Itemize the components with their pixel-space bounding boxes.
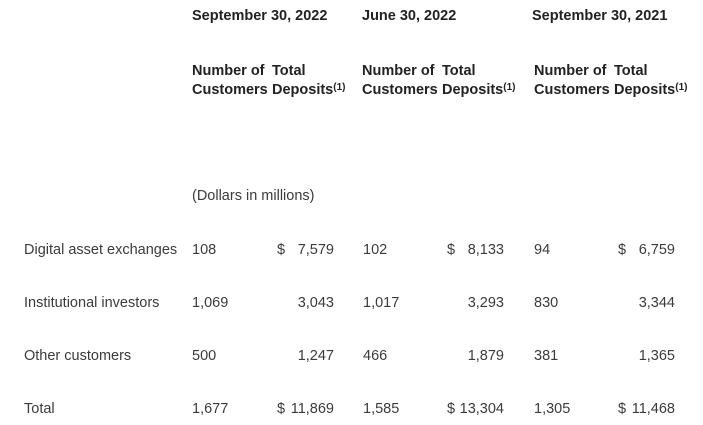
subheader-line: Customers: [534, 82, 610, 98]
deposits-cell: $ 13,304: [447, 400, 504, 418]
customers-value: 1,305: [534, 401, 571, 417]
subheader-total-deposits: Total Deposits(1): [272, 62, 345, 100]
deposits-value: 13,304: [459, 401, 504, 417]
currency-symbol: $: [618, 242, 627, 258]
deposits-cell: 3,344: [618, 294, 675, 312]
footnote-marker: (1): [675, 82, 688, 93]
subheader-line: Total: [272, 63, 306, 79]
deposits-value: 1,247: [297, 348, 334, 364]
subheader-line: Customers: [192, 82, 268, 98]
table-row-total: Total 1,677 $ 11,869 1,585 $ 13,304 1,30…: [0, 400, 703, 418]
deposits-cell: $ 11,869: [277, 400, 334, 418]
customers-value: 381: [534, 348, 559, 364]
column-group-date-jun-2022: June 30, 2022: [362, 8, 457, 24]
subheader-line: Total: [614, 63, 648, 79]
currency-symbol: $: [277, 242, 286, 258]
subheader-number-of-customers: Number of Customers: [534, 62, 610, 100]
deposits-value: 11,869: [290, 401, 334, 417]
customers-value: 1,585: [363, 401, 400, 417]
footnote-marker: (1): [333, 82, 346, 93]
customers-value: 1,677: [192, 401, 229, 417]
customers-value: 108: [192, 242, 217, 258]
deposits-value: 1,879: [467, 348, 504, 364]
deposits-value: 3,344: [638, 295, 675, 311]
column-group-date-sep-2021: September 30, 2021: [532, 8, 668, 24]
column-group-date-sep-2022: September 30, 2022: [192, 8, 328, 24]
subheader-line: Number of: [362, 63, 435, 79]
deposits-cell: 1,879: [447, 347, 504, 365]
subheader-number-of-customers: Number of Customers: [362, 62, 438, 100]
units-note: (Dollars in millions): [192, 188, 315, 204]
footnote-marker: (1): [503, 82, 516, 93]
deposits-cell: 1,247: [277, 347, 334, 365]
subheader-total-deposits: Total Deposits(1): [614, 62, 687, 100]
table-row: Institutional investors 1,069 3,043 1,01…: [0, 294, 703, 312]
subheader-line: Deposits(1): [614, 82, 688, 98]
deposits-cell: $ 7,579: [277, 241, 334, 259]
deposits-cell: 1,365: [618, 347, 675, 365]
row-label: Institutional investors: [24, 295, 160, 311]
deposits-value: 1,365: [638, 348, 675, 364]
subheader-line: Deposits(1): [442, 82, 516, 98]
deposits-cell: $ 11,468: [618, 400, 675, 418]
deposits-cell: 3,043: [277, 294, 334, 312]
row-label: Digital asset exchanges: [24, 242, 178, 258]
deposits-value: 11,468: [631, 401, 675, 417]
customers-value: 1,069: [192, 295, 229, 311]
customers-value: 466: [363, 348, 388, 364]
subheader-line: Number of: [192, 63, 265, 79]
deposits-cell: $ 6,759: [618, 241, 675, 259]
row-label: Total: [24, 401, 55, 417]
deposits-value: 8,133: [467, 242, 504, 258]
subheader-line: Total: [442, 63, 476, 79]
deposits-cell: 3,293: [447, 294, 504, 312]
currency-symbol: $: [277, 401, 286, 417]
deposits-value: 3,293: [467, 295, 504, 311]
currency-symbol: $: [447, 242, 456, 258]
deposits-value: 7,579: [297, 242, 334, 258]
customers-value: 102: [363, 242, 388, 258]
table-row: Digital asset exchanges 108 $ 7,579 102 …: [0, 241, 703, 259]
subheader-line: Customers: [362, 82, 438, 98]
subheader-total-deposits: Total Deposits(1): [442, 62, 515, 100]
deposits-value: 6,759: [638, 242, 675, 258]
customers-value: 830: [534, 295, 559, 311]
subheader-number-of-customers: Number of Customers: [192, 62, 268, 100]
table-row: Other customers 500 1,247 466 1,879 381 …: [0, 347, 703, 365]
deposits-value: 3,043: [297, 295, 334, 311]
subheader-line: Deposits(1): [272, 82, 346, 98]
row-label: Other customers: [24, 348, 132, 364]
customers-value: 94: [534, 242, 551, 258]
customers-value: 1,017: [363, 295, 400, 311]
subheader-line: Number of: [534, 63, 607, 79]
customers-value: 500: [192, 348, 217, 364]
currency-symbol: $: [618, 401, 627, 417]
deposits-cell: $ 8,133: [447, 241, 504, 259]
currency-symbol: $: [447, 401, 456, 417]
